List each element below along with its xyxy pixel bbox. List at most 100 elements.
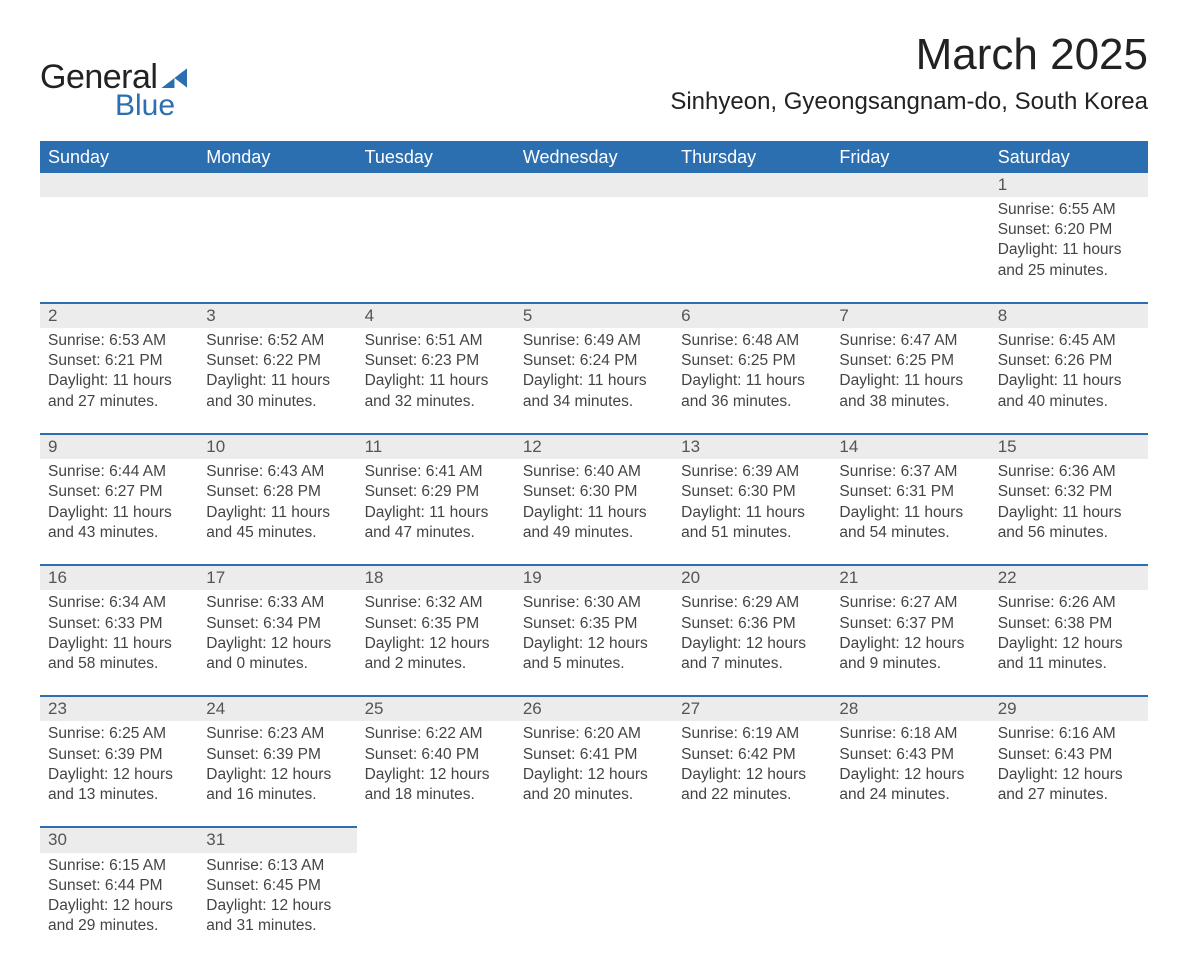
day-daylight2: and 11 minutes. [998,654,1140,674]
day-number-cell [198,173,356,197]
day-detail-cell [357,197,515,303]
day-number-cell: 3 [198,303,356,328]
day-daylight1: Daylight: 11 hours [681,371,823,391]
day-sunrise: Sunrise: 6:34 AM [48,593,190,613]
day-number-cell: 12 [515,434,673,459]
day-detail: Sunrise: 6:16 AMSunset: 6:43 PMDaylight:… [990,721,1148,811]
day-sunset: Sunset: 6:38 PM [998,614,1140,634]
day-sunset: Sunset: 6:37 PM [839,614,981,634]
day-detail: Sunrise: 6:49 AMSunset: 6:24 PMDaylight:… [515,328,673,418]
title-block: March 2025 Sinhyeon, Gyeongsangnam-do, S… [670,30,1148,116]
day-number-cell: 19 [515,565,673,590]
day-sunrise: Sunrise: 6:13 AM [206,856,348,876]
day-detail-cell [990,853,1148,959]
day-sunrise: Sunrise: 6:15 AM [48,856,190,876]
day-daylight2: and 32 minutes. [365,392,507,412]
day-detail-cell [198,197,356,303]
day-daylight2: and 27 minutes. [48,392,190,412]
day-detail-cell: Sunrise: 6:37 AMSunset: 6:31 PMDaylight:… [831,459,989,565]
day-number-cell: 8 [990,303,1148,328]
day-detail: Sunrise: 6:29 AMSunset: 6:36 PMDaylight:… [673,590,831,680]
day-sunset: Sunset: 6:33 PM [48,614,190,634]
day-detail: Sunrise: 6:32 AMSunset: 6:35 PMDaylight:… [357,590,515,680]
day-sunrise: Sunrise: 6:23 AM [206,724,348,744]
day-sunset: Sunset: 6:45 PM [206,876,348,896]
day-detail: Sunrise: 6:52 AMSunset: 6:22 PMDaylight:… [198,328,356,418]
day-sunrise: Sunrise: 6:18 AM [839,724,981,744]
day-number-cell: 11 [357,434,515,459]
weekday-header-row: SundayMondayTuesdayWednesdayThursdayFrid… [40,141,1148,173]
weekday-header: Wednesday [515,141,673,173]
day-daylight1: Daylight: 11 hours [206,503,348,523]
detail-row: Sunrise: 6:55 AMSunset: 6:20 PMDaylight:… [40,197,1148,303]
day-sunrise: Sunrise: 6:44 AM [48,462,190,482]
detail-row: Sunrise: 6:44 AMSunset: 6:27 PMDaylight:… [40,459,1148,565]
day-detail: Sunrise: 6:30 AMSunset: 6:35 PMDaylight:… [515,590,673,680]
day-sunset: Sunset: 6:20 PM [998,220,1140,240]
day-number-cell: 16 [40,565,198,590]
day-number-cell [990,827,1148,852]
day-daylight2: and 45 minutes. [206,523,348,543]
day-daylight2: and 27 minutes. [998,785,1140,805]
day-number-cell: 24 [198,696,356,721]
day-detail: Sunrise: 6:37 AMSunset: 6:31 PMDaylight:… [831,459,989,549]
day-detail-cell [831,197,989,303]
day-sunset: Sunset: 6:25 PM [839,351,981,371]
day-sunrise: Sunrise: 6:25 AM [48,724,190,744]
day-number-cell: 31 [198,827,356,852]
day-sunset: Sunset: 6:44 PM [48,876,190,896]
day-sunset: Sunset: 6:39 PM [206,745,348,765]
day-sunrise: Sunrise: 6:19 AM [681,724,823,744]
day-number-cell [515,173,673,197]
day-sunrise: Sunrise: 6:45 AM [998,331,1140,351]
day-detail-cell: Sunrise: 6:48 AMSunset: 6:25 PMDaylight:… [673,328,831,434]
day-daylight2: and 38 minutes. [839,392,981,412]
day-sunset: Sunset: 6:30 PM [523,482,665,502]
day-detail: Sunrise: 6:47 AMSunset: 6:25 PMDaylight:… [831,328,989,418]
day-daylight2: and 43 minutes. [48,523,190,543]
day-daylight1: Daylight: 11 hours [48,503,190,523]
day-number-cell: 23 [40,696,198,721]
day-detail-cell: Sunrise: 6:39 AMSunset: 6:30 PMDaylight:… [673,459,831,565]
day-sunrise: Sunrise: 6:41 AM [365,462,507,482]
day-sunset: Sunset: 6:28 PM [206,482,348,502]
day-daylight1: Daylight: 11 hours [998,503,1140,523]
day-detail: Sunrise: 6:27 AMSunset: 6:37 PMDaylight:… [831,590,989,680]
day-detail-cell: Sunrise: 6:25 AMSunset: 6:39 PMDaylight:… [40,721,198,827]
day-sunrise: Sunrise: 6:30 AM [523,593,665,613]
day-daylight1: Daylight: 12 hours [206,634,348,654]
day-detail: Sunrise: 6:18 AMSunset: 6:43 PMDaylight:… [831,721,989,811]
day-daylight1: Daylight: 11 hours [681,503,823,523]
daynum-row: 23242526272829 [40,696,1148,721]
calendar-head: SundayMondayTuesdayWednesdayThursdayFrid… [40,141,1148,173]
day-sunset: Sunset: 6:21 PM [48,351,190,371]
day-daylight2: and 20 minutes. [523,785,665,805]
day-daylight1: Daylight: 11 hours [998,240,1140,260]
day-number-cell [831,827,989,852]
day-detail-cell: Sunrise: 6:27 AMSunset: 6:37 PMDaylight:… [831,590,989,696]
day-daylight1: Daylight: 11 hours [206,371,348,391]
day-sunset: Sunset: 6:43 PM [839,745,981,765]
day-detail-cell [40,197,198,303]
day-daylight1: Daylight: 12 hours [681,634,823,654]
day-detail-cell: Sunrise: 6:30 AMSunset: 6:35 PMDaylight:… [515,590,673,696]
logo-text-blue: Blue [115,89,187,123]
weekday-header: Sunday [40,141,198,173]
day-detail-cell: Sunrise: 6:32 AMSunset: 6:35 PMDaylight:… [357,590,515,696]
calendar-table: SundayMondayTuesdayWednesdayThursdayFrid… [40,141,1148,959]
day-number-cell: 17 [198,565,356,590]
day-detail-cell [673,197,831,303]
day-detail-cell: Sunrise: 6:22 AMSunset: 6:40 PMDaylight:… [357,721,515,827]
day-daylight2: and 56 minutes. [998,523,1140,543]
day-daylight2: and 36 minutes. [681,392,823,412]
day-sunset: Sunset: 6:35 PM [523,614,665,634]
day-daylight2: and 9 minutes. [839,654,981,674]
day-detail-cell: Sunrise: 6:16 AMSunset: 6:43 PMDaylight:… [990,721,1148,827]
day-daylight1: Daylight: 12 hours [839,765,981,785]
day-daylight1: Daylight: 12 hours [48,896,190,916]
day-detail-cell: Sunrise: 6:33 AMSunset: 6:34 PMDaylight:… [198,590,356,696]
day-daylight1: Daylight: 11 hours [48,371,190,391]
day-number-cell [515,827,673,852]
day-number-cell: 18 [357,565,515,590]
day-detail-cell: Sunrise: 6:26 AMSunset: 6:38 PMDaylight:… [990,590,1148,696]
